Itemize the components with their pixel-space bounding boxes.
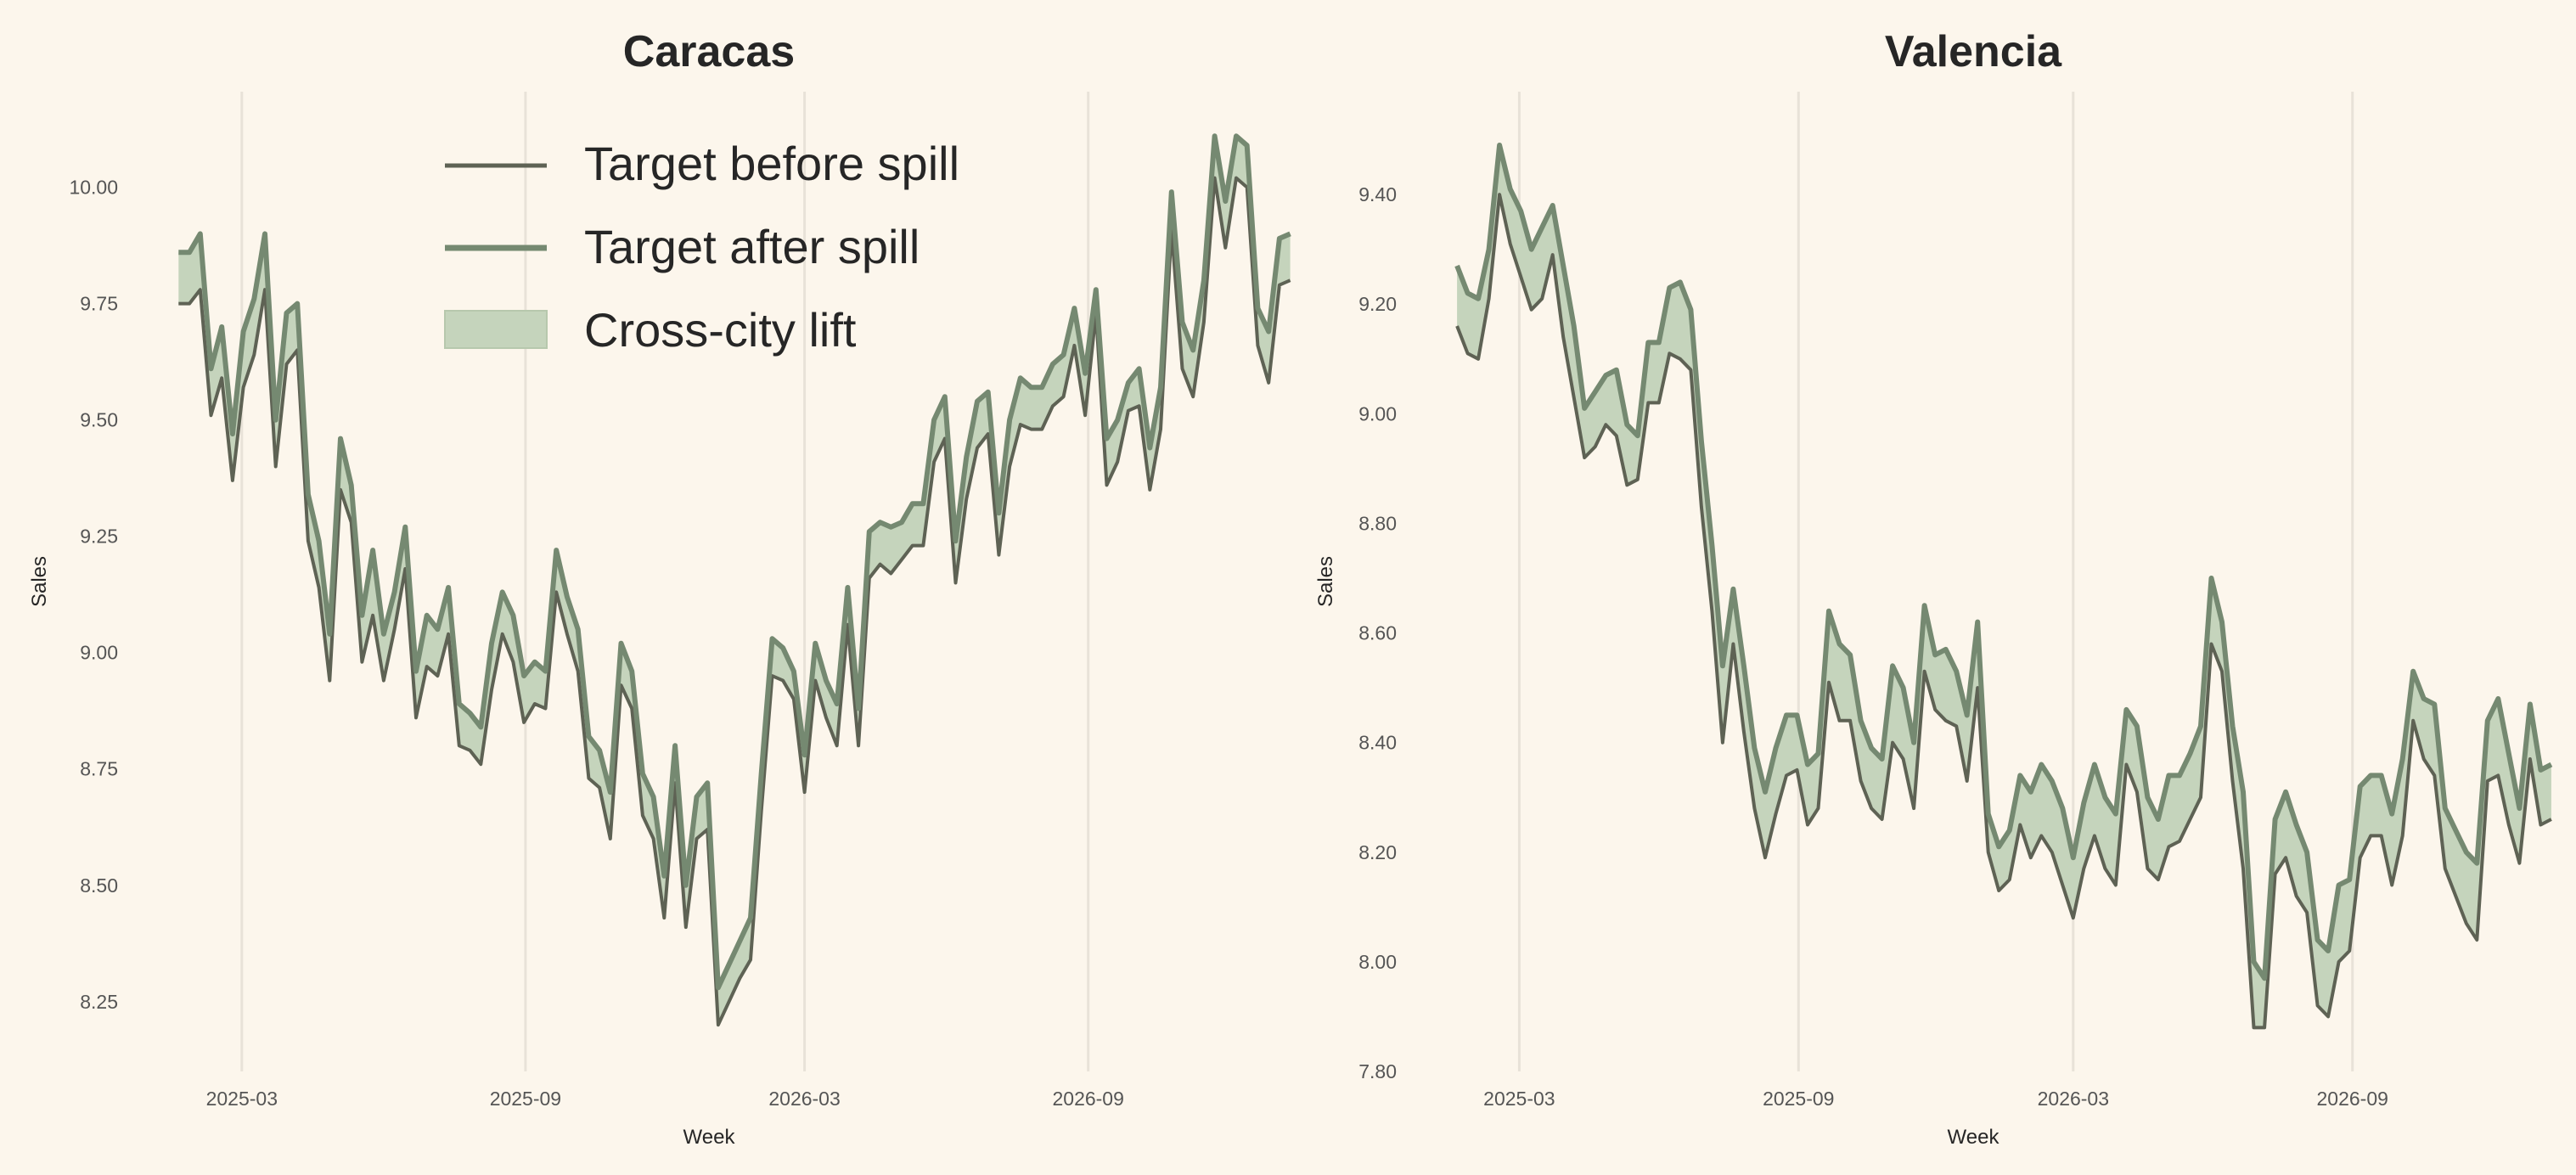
caracas-y-axis-label: Sales [28, 556, 51, 607]
caracas-gridlines [240, 92, 1090, 1071]
caracas-x-tick-label: 2026-03 [768, 1088, 840, 1110]
legend-label-before: Target before spill [584, 137, 959, 190]
valencia-x-tick-label: 2026-09 [2317, 1088, 2388, 1110]
caracas-y-axis: 8.25 8.50 8.75 9.00 9.25 9.50 9.75 10.00 [69, 177, 118, 1013]
valencia-y-tick-label: 7.80 [1358, 1060, 1397, 1082]
caracas-x-axis-label: Week [683, 1126, 736, 1149]
caracas-line-before [178, 176, 1291, 1027]
legend-swatch-lift [444, 310, 548, 349]
caracas-plot-area [178, 133, 1291, 1027]
valencia-y-tick-label: 8.40 [1358, 732, 1397, 754]
caracas-title: Caracas [623, 27, 795, 76]
caracas-line-after [178, 133, 1291, 991]
valencia-title: Valencia [1885, 27, 2062, 76]
valencia-y-axis: 7.80 8.00 8.20 8.40 8.60 8.80 9.00 9.20 9.40 [1358, 183, 1397, 1082]
caracas-y-tick-label: 8.25 [80, 991, 118, 1013]
caracas-y-tick-label: 9.00 [80, 642, 118, 664]
legend: Target before spill Target after spill C… [444, 137, 959, 357]
valencia-y-tick-label: 9.20 [1358, 293, 1397, 315]
caracas-panel: 8.25 8.50 8.75 9.00 9.25 9.50 9.75 10.00 2025-0… [28, 27, 1291, 1149]
caracas-lift-band [178, 136, 1291, 1026]
valencia-y-tick-label: 9.40 [1358, 183, 1397, 205]
legend-label-lift: Cross-city lift [584, 303, 857, 357]
valencia-y-axis-label: Sales [1314, 556, 1337, 607]
valencia-x-tick-label: 2026-03 [2038, 1088, 2109, 1110]
caracas-y-tick-label: 8.75 [80, 758, 118, 780]
caracas-y-tick-label: 9.75 [80, 293, 118, 315]
valencia-line-after [1454, 143, 2553, 981]
valencia-panel: 7.80 8.00 8.20 8.40 8.60 8.80 9.00 9.20 9.40 202… [1314, 27, 2553, 1149]
valencia-x-axis-label: Week [1948, 1126, 2000, 1149]
caracas-y-tick-label: 9.50 [80, 409, 118, 431]
valencia-x-axis: 2025-03 2025-09 2026-03 2026-09 [1483, 1088, 2388, 1110]
valencia-lift-band [1457, 145, 2551, 1028]
valencia-x-tick-label: 2025-09 [1763, 1088, 1834, 1110]
valencia-y-tick-label: 8.60 [1358, 622, 1397, 644]
valencia-y-tick-label: 9.00 [1358, 402, 1397, 424]
valencia-line-before [1455, 193, 2552, 1030]
caracas-y-tick-label: 8.50 [80, 874, 118, 897]
valencia-y-tick-label: 8.00 [1358, 951, 1397, 973]
legend-label-after: Target after spill [584, 220, 920, 273]
valencia-x-tick-label: 2025-03 [1483, 1088, 1555, 1110]
caracas-x-tick-label: 2025-09 [490, 1088, 561, 1110]
caracas-y-tick-label: 10.00 [69, 177, 118, 199]
caracas-x-tick-label: 2025-03 [206, 1088, 278, 1110]
caracas-x-tick-label: 2026-09 [1052, 1088, 1123, 1110]
valencia-y-tick-label: 8.20 [1358, 841, 1397, 863]
valencia-plot-area [1454, 143, 2553, 1030]
caracas-y-tick-label: 9.25 [80, 526, 118, 548]
caracas-x-axis: 2025-03 2025-09 2026-03 2026-09 [206, 1088, 1124, 1110]
valencia-y-tick-label: 8.80 [1358, 512, 1397, 534]
